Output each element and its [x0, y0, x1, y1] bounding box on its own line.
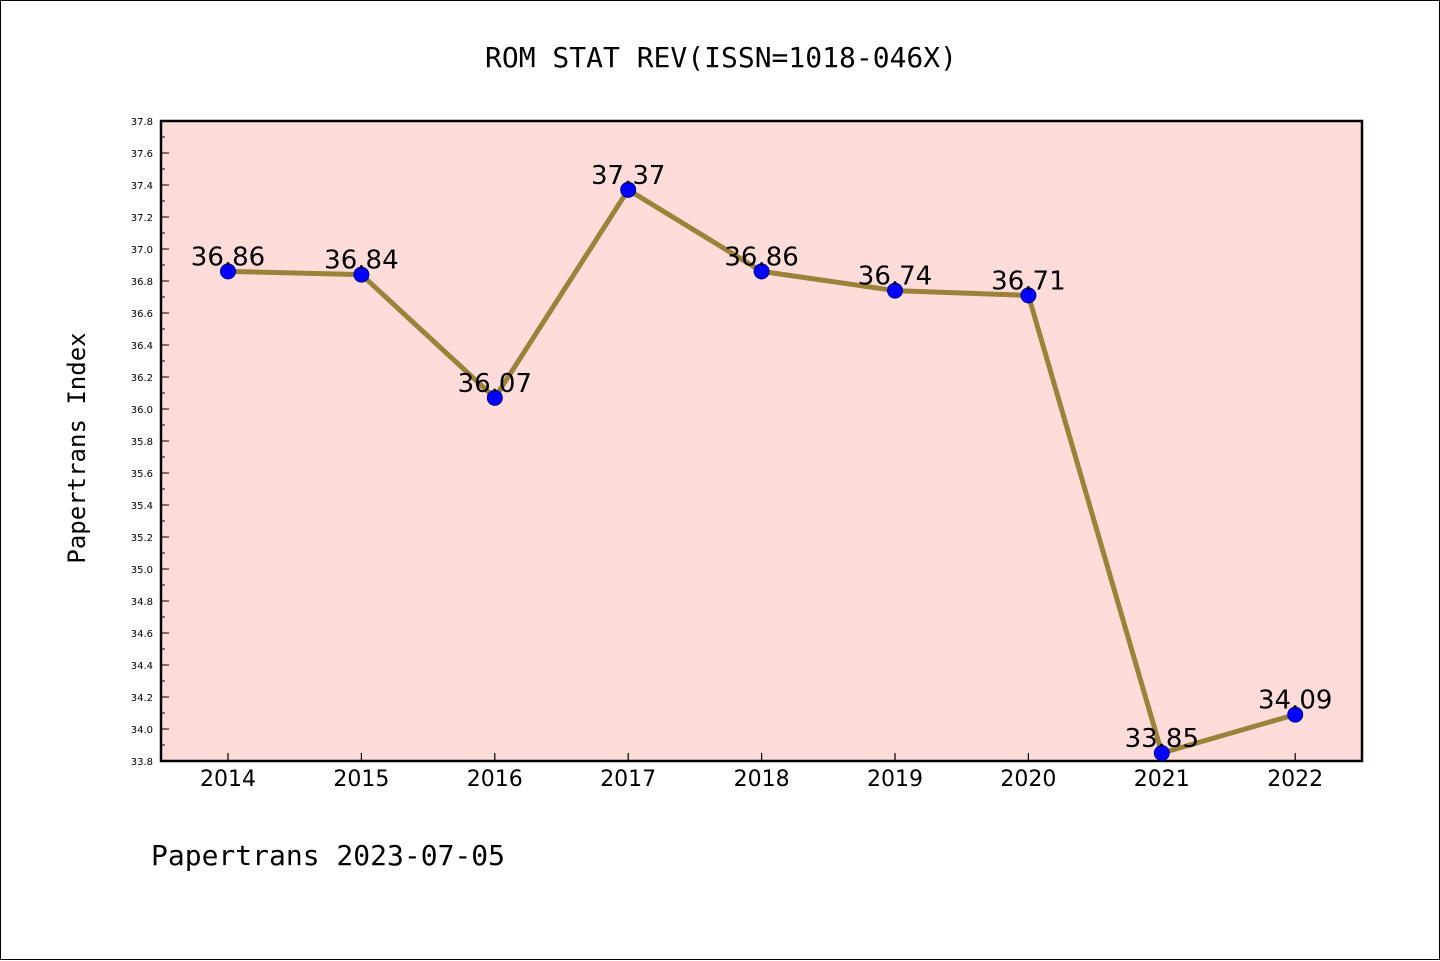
data-point [1153, 745, 1170, 761]
chart-title: ROM STAT REV(ISSN=1018-046X) [485, 41, 957, 74]
x-tick-label: 2018 [734, 767, 790, 792]
y-tick-label: 35.8 [131, 437, 153, 448]
y-tick-label: 34.4 [131, 661, 153, 672]
y-tick-label: 36.6 [131, 309, 153, 320]
x-tick-label: 2015 [333, 767, 389, 792]
y-axis-ticks: 33.8 34.0 34.2 34.4 34.6 34.8 35.0 35.2 35.4 35.6… [131, 117, 169, 768]
x-tick-label: 2017 [600, 767, 656, 792]
data-labels-group: 36.86 36.84 36.07 37.37 36.86 36.74 36.71 33.85… [191, 161, 1333, 754]
data-label: 36.84 [324, 246, 398, 276]
data-point [486, 389, 503, 406]
y-tick-label: 36.8 [131, 277, 153, 288]
data-label: 36.74 [858, 262, 932, 292]
data-label: 36.07 [458, 369, 532, 399]
y-tick-label: 36.2 [131, 373, 153, 384]
y-tick-label: 34.2 [131, 693, 153, 704]
data-point [887, 282, 903, 299]
x-axis-ticks: 2014 2015 2016 2017 2018 2019 2020 2021 2022 [200, 753, 1323, 792]
y-tick-label: 34.0 [131, 725, 153, 736]
x-tick-label: 2021 [1134, 767, 1190, 792]
data-label: 36.71 [991, 266, 1065, 296]
y-tick-label: 34.6 [131, 629, 153, 640]
y-tick-label: 37.6 [131, 149, 153, 160]
y-tick-label: 34.8 [131, 597, 153, 608]
x-tick-label: 2014 [200, 767, 256, 792]
y-tick-label: 36.0 [131, 405, 153, 416]
y-tick-label: 37.0 [131, 245, 153, 256]
y-tick-label: 37.4 [131, 181, 153, 192]
data-point [753, 263, 770, 280]
x-tick-label: 2016 [467, 767, 523, 792]
y-tick-label: 35.4 [131, 501, 153, 512]
data-point [353, 266, 370, 283]
data-point [1287, 706, 1304, 723]
data-label: 33.85 [1125, 724, 1199, 754]
y-axis-label: Papertrans Index [63, 332, 91, 563]
series-group [220, 181, 1304, 761]
y-tick-label: 33.8 [131, 757, 153, 768]
y-tick-label: 35.0 [131, 565, 153, 576]
footer-text: Papertrans 2023-07-05 [151, 839, 505, 872]
y-tick-label: 36.4 [131, 341, 153, 352]
y-tick-label: 35.2 [131, 533, 153, 544]
x-tick-label: 2020 [1000, 767, 1056, 792]
y-tick-label: 37.2 [131, 213, 153, 224]
y-tick-label: 35.6 [131, 469, 153, 480]
x-tick-label: 2019 [867, 767, 923, 792]
data-point [620, 181, 637, 198]
data-label: 36.86 [724, 242, 798, 272]
plot-area [159, 119, 1364, 763]
x-tick-label: 2022 [1267, 767, 1323, 792]
data-label: 34.09 [1258, 686, 1332, 716]
data-label: 37.37 [591, 161, 665, 191]
data-point [1020, 287, 1037, 304]
y-tick-label: 37.8 [131, 117, 153, 128]
data-point [220, 263, 236, 280]
data-label: 36.86 [191, 242, 265, 272]
